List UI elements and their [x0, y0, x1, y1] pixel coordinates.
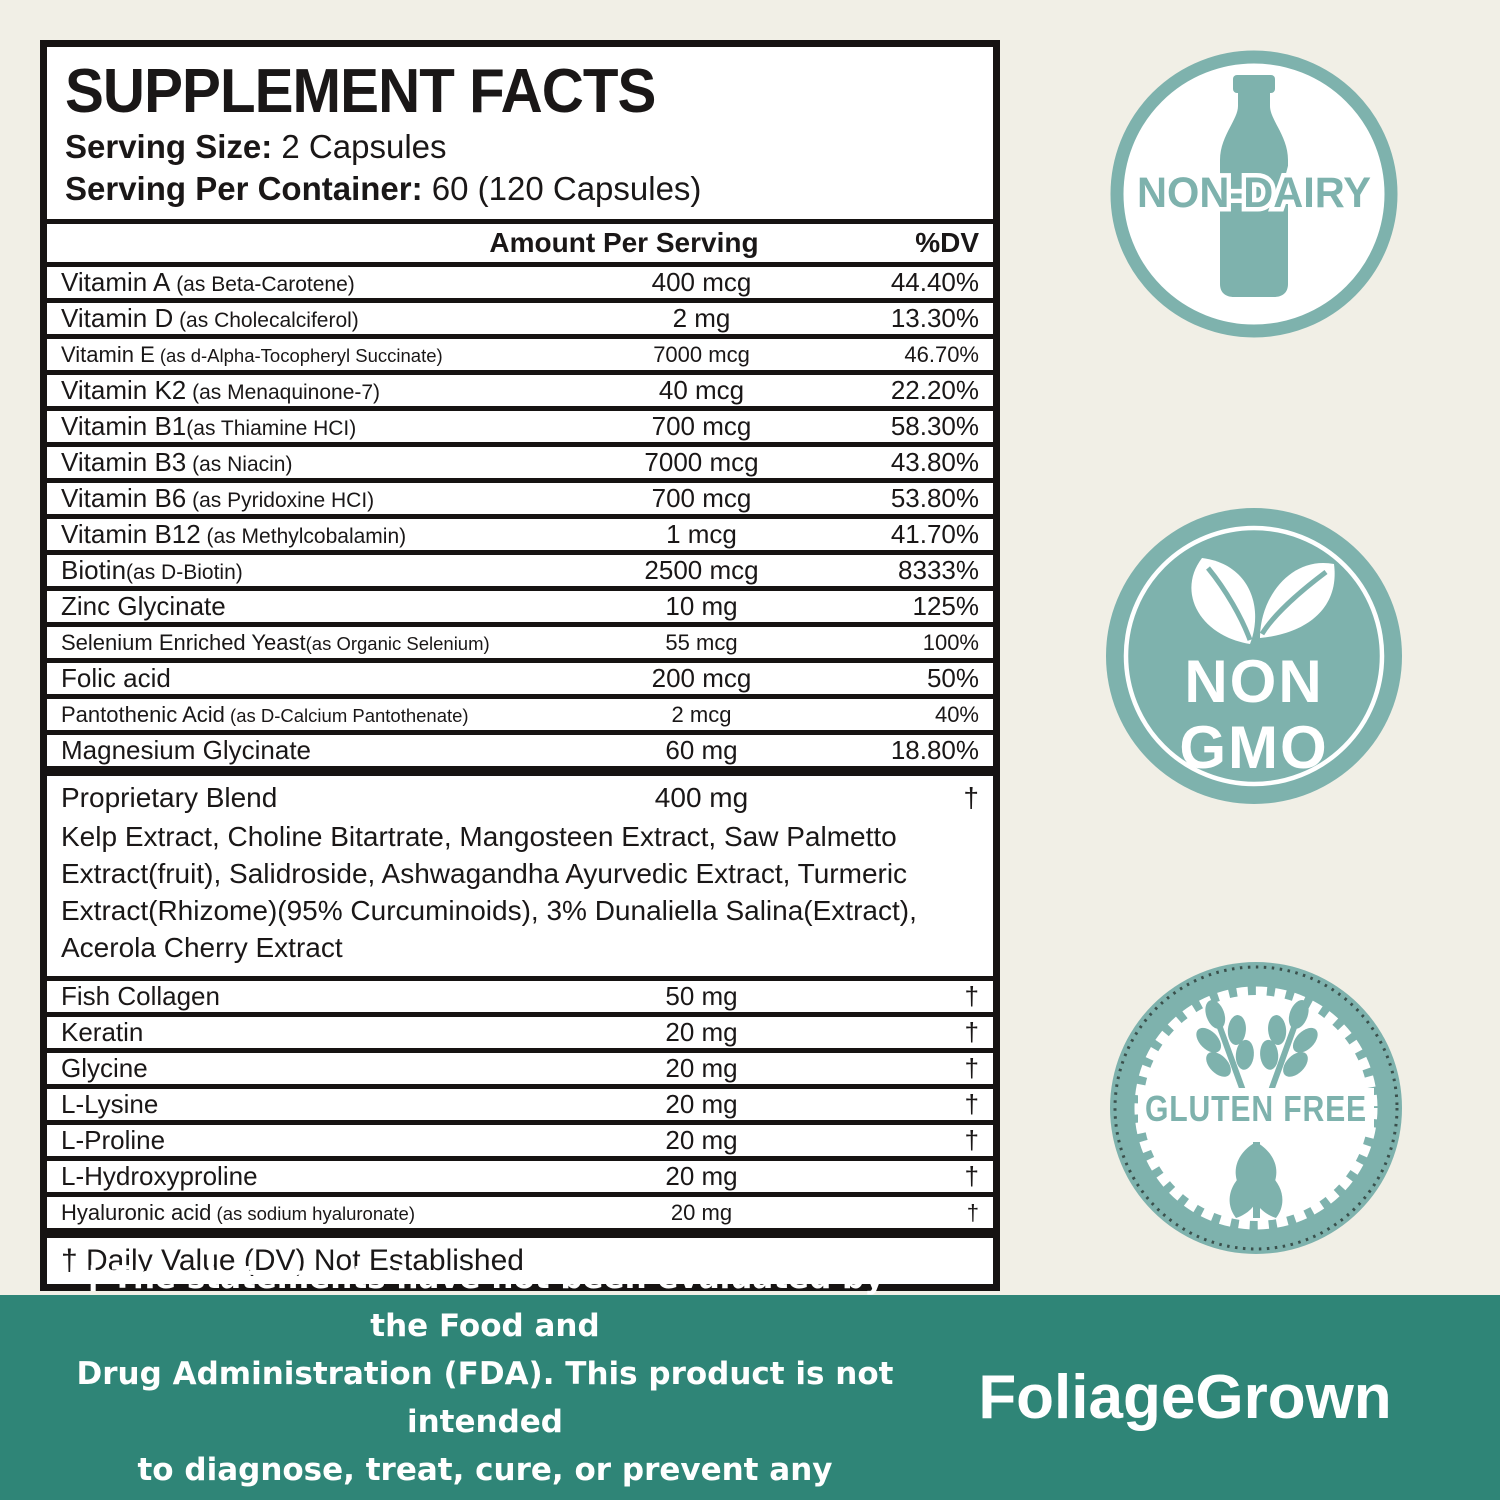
table-row: Vitamin D (as Cholecalciferol) 2 mg 13.30% [47, 303, 993, 334]
non-gmo-line2: GMO [1179, 714, 1328, 781]
gluten-free-label: GLUTEN FREE [1145, 1088, 1367, 1129]
table-row: Vitamin B6 (as Pyridoxine HCI) 700 mcg 53.… [47, 483, 993, 514]
table-row: L-Lysine 20 mg † [47, 1089, 993, 1120]
blend-ingredients: Kelp Extract, Choline Bitartrate, Mangos… [61, 821, 917, 963]
table-row: Vitamin K2 (as Menaquinone-7) 40 mcg 22.20… [47, 375, 993, 406]
table-row: Glycine 20 mg † [47, 1053, 993, 1084]
fda-disclaimer: † The statements have not been evaluated… [76, 1259, 894, 1500]
table-row: Folic acid 200 mcg 50% [47, 663, 993, 694]
wheat-bottom-icon [1229, 1142, 1283, 1218]
non-dairy-label: NON-DAIRY [1137, 169, 1371, 217]
brand-logo: FoliageGrown [978, 1363, 1392, 1432]
serving-size-line: Serving Size: 2 Capsules [65, 128, 447, 165]
supplement-facts-panel: SUPPLEMENT FACTS Serving Size: 2 Capsule… [40, 40, 1000, 1291]
table-row: Vitamin A (as Beta-Carotene) 400 mcg 44.40… [47, 267, 993, 298]
table-row: Hyaluronic acid (as sodium hyaluronate) 2… [47, 1197, 993, 1228]
panel-header: SUPPLEMENT FACTS Serving Size: 2 Capsule… [47, 47, 993, 219]
table-row: Selenium Enriched Yeast(as Organic Selen… [47, 627, 993, 658]
table-row: Magnesium Glycinate 60 mg 18.80% [47, 735, 993, 766]
table-row: Vitamin B12 (as Methylcobalamin) 1 mcg 41.… [47, 519, 993, 550]
page-title: SUPPLEMENT FACTS [65, 57, 656, 126]
serving-per-container-line: Serving Per Container: 60 (120 Capsules) [65, 170, 702, 207]
table-row: Vitamin B3 (as Niacin) 7000 mcg 43.80% [47, 447, 993, 478]
table-row: Fish Collagen 50 mg † [47, 981, 993, 1012]
dv-col-header: %DV [915, 227, 979, 258]
proprietary-blend-row: Proprietary Blend 400 mg † Kelp Extract,… [47, 776, 993, 976]
table-row: Pantothenic Acid (as D-Calcium Pantothen… [47, 699, 993, 730]
leaves-icon [1191, 558, 1335, 644]
badge-gluten-free: GLUTEN FREE [1106, 958, 1406, 1258]
table-row: Zinc Glycinate 10 mg 125% [47, 591, 993, 622]
daily-value-footnote: † Daily Value (DV) Not Established [47, 1238, 993, 1284]
table-row: Keratin 20 mg † [47, 1017, 993, 1048]
non-gmo-line1: NON [1184, 648, 1323, 715]
milk-bottle-icon [1220, 75, 1288, 297]
table-row: Vitamin B1(as Thiamine HCI) 700 mcg 58.30% [47, 411, 993, 442]
badge-non-gmo: NON GMO [1104, 506, 1404, 806]
wheat-top-icon [1196, 1000, 1318, 1091]
table-row: L-Proline 20 mg † [47, 1125, 993, 1156]
table-row: L-Hydroxyproline 20 mg † [47, 1161, 993, 1192]
amount-col-header: Amount Per Serving [489, 227, 759, 258]
table-row: Biotin(as D-Biotin) 2500 mcg 8333% [47, 555, 993, 586]
facts-header-row: Amount Per Serving %DV [47, 224, 993, 262]
badge-non-dairy: NON-DAIRY [1104, 44, 1404, 344]
table-row: Vitamin E (as d-Alpha-Tocopheryl Succina… [47, 339, 993, 370]
footer-bar: † The statements have not been evaluated… [0, 1260, 1500, 1500]
